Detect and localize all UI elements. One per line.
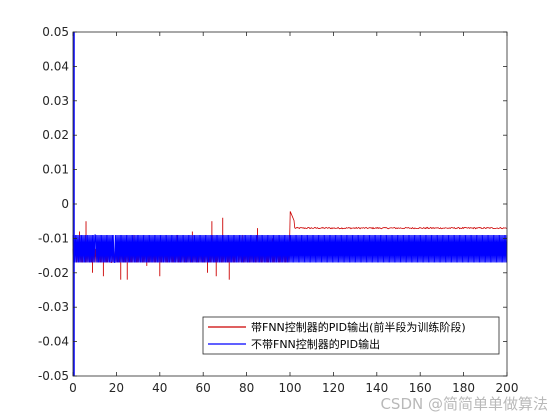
legend-label-blue: 不带FNN控制器的PID输出 (251, 337, 380, 351)
x-tick-label: 0 (69, 381, 77, 395)
y-tick-label: 0.01 (42, 163, 69, 177)
x-tick-label: 160 (409, 381, 432, 395)
y-tick-label: -0.03 (38, 300, 69, 314)
y-tick-label: 0.03 (42, 94, 69, 108)
y-tick-label: 0.02 (42, 128, 69, 142)
x-tick-label: 60 (196, 381, 211, 395)
x-tick-label: 120 (322, 381, 345, 395)
x-tick-label: 40 (152, 381, 167, 395)
ticks-layer: 0 20 40 60 80 100 120 140 160 180 200 0.05 0.04 0.03 0… (38, 25, 519, 395)
x-tick-label: 100 (279, 381, 302, 395)
legend-box (202, 316, 500, 355)
x-tick-label: 20 (109, 381, 124, 395)
y-tick-label: -0.01 (38, 231, 69, 245)
y-tick-label: -0.04 (38, 335, 69, 349)
y-tick-label: 0 (61, 197, 69, 211)
series-line-blue (72, 234, 508, 263)
legend-label-red: 带FNN控制器的PID输出(前半段为训练阶段) (251, 320, 466, 334)
y-tick-label: -0.02 (38, 266, 69, 280)
y-tick-label: 0.05 (42, 25, 69, 39)
x-tick-label: 80 (239, 381, 254, 395)
watermark: CSDN @简简单单做算法 (380, 395, 548, 413)
x-tick-label: 180 (452, 381, 475, 395)
x-tick-label: 200 (496, 381, 519, 395)
y-tick-label: -0.05 (38, 369, 69, 383)
legend: 带FNN控制器的PID输出(前半段为训练阶段) 不带FNN控制器的PID输出 (202, 316, 500, 355)
y-tick-label: 0.04 (42, 59, 69, 73)
x-tick-label: 140 (365, 381, 388, 395)
